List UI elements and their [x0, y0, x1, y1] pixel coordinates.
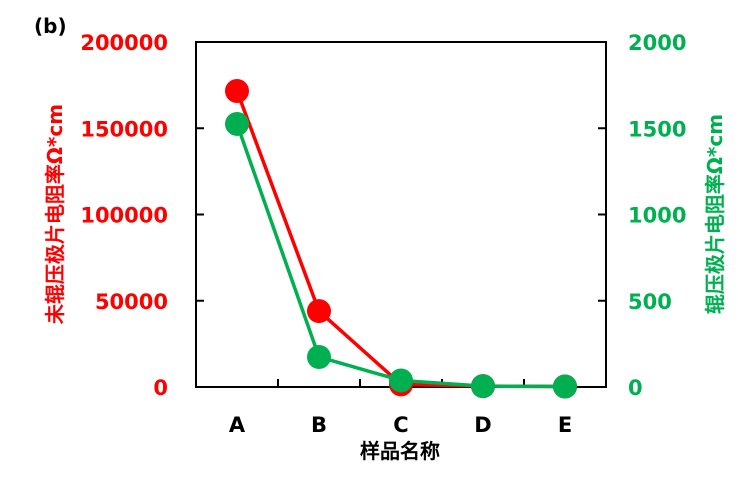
- x-tick-label: A: [229, 413, 246, 437]
- data-point-right-E: [553, 374, 577, 399]
- panel-label: (b): [34, 14, 67, 38]
- data-point-left-B: [307, 299, 331, 324]
- x-tick-label: B: [311, 413, 327, 437]
- right-tick-label: 1000: [628, 204, 686, 228]
- plot-frame: [195, 41, 607, 388]
- left-tick-label: 100000: [80, 204, 168, 228]
- right-tick-label: 2000: [628, 31, 686, 55]
- series-line-left: [235, 90, 566, 389]
- right-axis-label: 辊压极片电阻率Ω*cm: [703, 114, 727, 314]
- left-axis-label: 未辊压极片电阻率Ω*cm: [43, 104, 67, 324]
- series-line-right: [235, 123, 566, 389]
- left-tick-label: 200000: [80, 31, 168, 55]
- data-point-right-A: [225, 111, 249, 136]
- x-tick-label: D: [474, 413, 491, 437]
- data-point-right-B: [307, 344, 331, 369]
- right-tick-label: 500: [628, 290, 672, 314]
- left-tick-label: 0: [153, 376, 168, 400]
- data-point-right-D: [471, 374, 495, 399]
- right-tick-label: 1500: [628, 117, 686, 141]
- x-tick-label: C: [393, 413, 408, 437]
- data-point-right-C: [389, 368, 413, 393]
- x-tick-label: E: [558, 413, 572, 437]
- x-axis-label: 样品名称: [360, 439, 440, 463]
- left-tick-label: 150000: [80, 117, 168, 141]
- data-point-left-A: [225, 78, 249, 103]
- right-tick-label: 0: [628, 376, 643, 400]
- left-tick-label: 50000: [95, 290, 168, 314]
